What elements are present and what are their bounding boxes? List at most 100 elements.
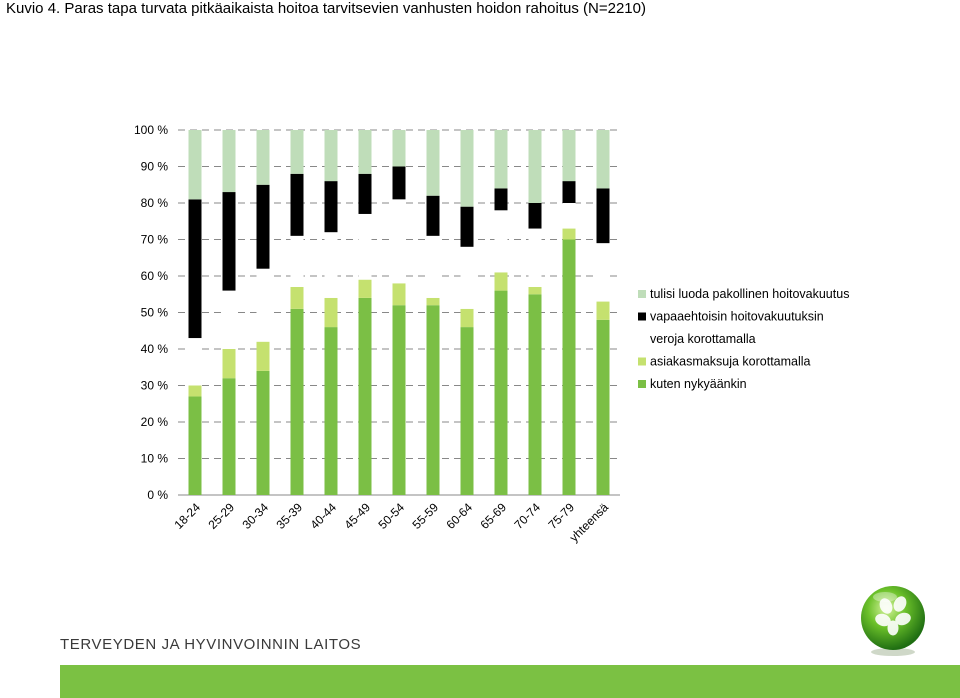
green-globe-logo-icon	[861, 586, 925, 656]
y-tick-label: 70 %	[141, 233, 169, 247]
footer-bar	[60, 665, 960, 698]
bar-segment	[494, 188, 508, 211]
bar-segment	[188, 130, 202, 200]
bar-segment	[596, 130, 610, 189]
bar-segment	[256, 268, 270, 342]
bar-segment	[392, 305, 406, 495]
bar-segment	[392, 283, 406, 306]
y-tick-label: 40 %	[141, 342, 169, 356]
bar-segment	[494, 130, 508, 189]
bar-segment	[188, 396, 202, 495]
y-axis-ticks: 0 % 10 % 20 % 30 % 40 % 50 % 60 % 70 % 80 % 90 % 1…	[134, 123, 168, 502]
bars	[188, 130, 610, 495]
stacked-bar-chart: 0 % 10 % 20 % 30 % 40 % 50 % 60 % 70 % 80 % 90 % 1…	[134, 123, 849, 545]
bar-segment	[290, 308, 304, 495]
x-tick-label: 35-39	[274, 500, 306, 532]
bar-segment	[324, 232, 338, 298]
bar-segment	[324, 327, 338, 495]
x-tick-label: 60-64	[444, 500, 476, 532]
x-tick-label: 70-74	[512, 500, 544, 532]
bar-segment	[188, 199, 202, 339]
y-tick-label: 90 %	[141, 160, 169, 174]
x-axis-ticks: 18-24 25-29 30-34 35-39 40-44 45-49 50-54 55-59…	[172, 500, 612, 545]
legend-label: kuten nykyäänkin	[650, 377, 747, 391]
bar-segment	[528, 130, 542, 203]
bar-segment	[494, 272, 508, 291]
legend-label: tulisi luoda pakollinen hoitovakuutus	[650, 287, 849, 301]
bar-segment	[256, 341, 270, 371]
legend-swatch	[638, 335, 646, 343]
legend: tulisi luoda pakollinen hoitovakuutus vap…	[638, 287, 849, 391]
bar-segment	[392, 199, 406, 284]
bar-segment	[426, 235, 440, 298]
bar-segment	[596, 319, 610, 495]
bar-segment	[290, 286, 304, 309]
x-tick-label: 25-29	[206, 500, 238, 532]
bar-segment	[358, 297, 372, 495]
bar-segment	[324, 181, 338, 233]
y-tick-label: 50 %	[141, 306, 169, 320]
y-tick-label: 80 %	[141, 196, 169, 210]
x-tick-label: 45-49	[342, 500, 374, 532]
legend-swatch	[638, 312, 646, 321]
x-tick-label: 65-69	[478, 500, 510, 532]
bar-segment	[596, 301, 610, 320]
bar-segment	[460, 308, 474, 328]
bar-segment	[596, 243, 610, 302]
bar-segment	[358, 130, 372, 174]
bar-segment	[460, 206, 474, 247]
legend-swatch	[638, 380, 646, 388]
legend-swatch	[638, 290, 646, 298]
y-tick-label: 30 %	[141, 379, 169, 393]
bar-segment	[460, 130, 474, 207]
bar-segment	[290, 173, 304, 236]
bar-segment	[188, 338, 202, 386]
bar-segment	[562, 181, 576, 203]
page-title: Kuvio 4. Paras tapa turvata pitkäaikaist…	[6, 0, 646, 17]
x-tick-label: 40-44	[308, 500, 340, 532]
bar-segment	[562, 228, 576, 240]
bar-segment	[222, 192, 236, 291]
bar-segment	[596, 188, 610, 244]
bar-segment	[426, 195, 440, 236]
bar-segment	[494, 210, 508, 273]
bar-segment	[324, 130, 338, 182]
bar-segment	[426, 130, 440, 196]
bar-segment	[562, 239, 576, 495]
x-tick-label: 75-79	[546, 500, 578, 532]
bar-segment	[222, 349, 236, 379]
bar-segment	[256, 184, 270, 269]
bar-segment	[222, 130, 236, 193]
bar-segment	[460, 246, 474, 309]
bar-segment	[392, 130, 406, 167]
organization-name: TERVEYDEN JA HYVINVOINNIN LAITOS	[60, 636, 362, 653]
bar-segment	[392, 166, 406, 200]
x-tick-label: 18-24	[172, 500, 204, 532]
x-tick-label: 55-59	[410, 500, 442, 532]
bar-segment	[256, 370, 270, 495]
y-tick-label: 20 %	[141, 415, 169, 429]
bar-segment	[426, 305, 440, 495]
bar-segment	[562, 203, 576, 229]
y-tick-label: 10 %	[141, 452, 169, 466]
x-tick-label: 30-34	[240, 500, 272, 532]
bar-segment	[290, 235, 304, 287]
bar-segment	[528, 203, 542, 229]
bar-segment	[358, 173, 372, 214]
bar-segment	[290, 130, 304, 174]
bar-segment	[562, 130, 576, 182]
bar-segment	[426, 297, 440, 306]
bar-segment	[358, 279, 372, 298]
bar-segment	[358, 213, 372, 280]
y-tick-label: 0 %	[147, 488, 168, 502]
bar-segment	[222, 378, 236, 495]
legend-label: vapaaehtoisin hoitovakuutuksin	[650, 310, 824, 324]
bar-segment	[324, 297, 338, 328]
bar-segment	[256, 130, 270, 185]
bar-segment	[460, 327, 474, 495]
y-tick-label: 100 %	[134, 123, 168, 137]
bar-segment	[528, 286, 542, 295]
y-tick-label: 60 %	[141, 269, 169, 283]
bar-segment	[494, 290, 508, 495]
x-tick-label: 50-54	[376, 500, 408, 532]
